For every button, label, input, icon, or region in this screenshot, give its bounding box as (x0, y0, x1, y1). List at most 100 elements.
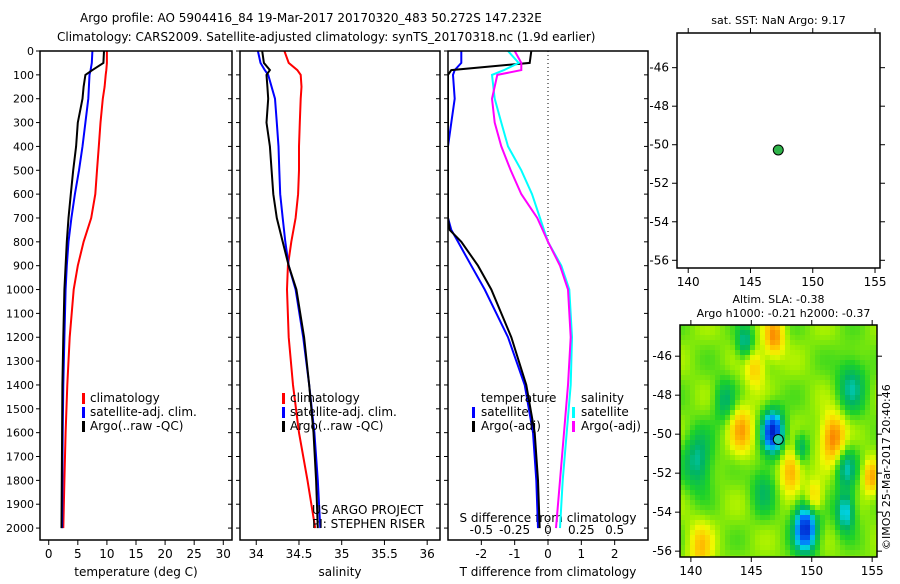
heatmap-cell (820, 365, 825, 370)
heatmap-cell (775, 365, 780, 370)
heatmap-cell (840, 485, 845, 490)
heatmap-cell (765, 495, 770, 500)
heatmap-cell (790, 400, 795, 405)
heatmap-cell (805, 410, 810, 415)
heatmap-cell (770, 515, 775, 520)
heatmap-cell (700, 350, 705, 355)
heatmap-cell (745, 475, 750, 480)
heatmap-cell (850, 520, 855, 525)
depth-tick-label: 1200 (6, 331, 34, 344)
heatmap-cell (685, 350, 690, 355)
heatmap-cell (785, 450, 790, 455)
heatmap-cell (720, 415, 725, 420)
heatmap-cell (745, 555, 750, 557)
heatmap-cell (855, 390, 860, 395)
heatmap-cell (755, 400, 760, 405)
heatmap-cell (815, 350, 820, 355)
heatmap-cell (860, 435, 865, 440)
heatmap-cell (790, 510, 795, 515)
heatmap-cell (775, 465, 780, 470)
heatmap-cell (760, 495, 765, 500)
heatmap-cell (720, 440, 725, 445)
heatmap-cell (815, 335, 820, 340)
heatmap-cell (755, 510, 760, 515)
heatmap-cell (860, 410, 865, 415)
heatmap-cell (755, 505, 760, 510)
heatmap-cell (860, 345, 865, 350)
heatmap-cell (685, 385, 690, 390)
heatmap-cell (810, 470, 815, 475)
heatmap-cell (795, 460, 800, 465)
heatmap-cell (845, 520, 850, 525)
heatmap-cell (785, 485, 790, 490)
heatmap-cell (740, 360, 745, 365)
heatmap-cell (775, 390, 780, 395)
depth-tick-label: 1000 (6, 284, 34, 297)
heatmap-cell (705, 445, 710, 450)
heatmap-cell (745, 375, 750, 380)
heatmap-cell (735, 330, 740, 335)
heatmap-cell (785, 445, 790, 450)
heatmap-cell (770, 355, 775, 360)
heatmap-cell (870, 555, 875, 557)
heatmap-cell (710, 460, 715, 465)
heatmap-cell (875, 395, 877, 400)
heatmap-cell (860, 375, 865, 380)
heatmap-cell (710, 420, 715, 425)
heatmap-cell (845, 550, 850, 555)
heatmap-cell (715, 410, 720, 415)
heatmap-cell (730, 335, 735, 340)
heatmap-cell (815, 555, 820, 557)
heatmap-cell (855, 330, 860, 335)
heatmap-cell (760, 340, 765, 345)
heatmap-cell (735, 505, 740, 510)
heatmap-cell (690, 375, 695, 380)
heatmap-cell (800, 455, 805, 460)
heatmap-cell (835, 545, 840, 550)
heatmap-cell (745, 385, 750, 390)
heatmap-cell (810, 525, 815, 530)
legend-swatch (282, 407, 285, 418)
heatmap-cell (695, 410, 700, 415)
heatmap-cell (750, 515, 755, 520)
heatmap-cell (765, 350, 770, 355)
legend-swatch (82, 421, 85, 432)
heatmap-cell (695, 540, 700, 545)
heatmap-cell (850, 420, 855, 425)
heatmap-cell (785, 505, 790, 510)
argo-location-marker (772, 144, 784, 156)
heatmap-cell (680, 345, 685, 350)
heatmap-cell (855, 555, 860, 557)
heatmap-cell (860, 450, 865, 455)
heatmap-cell (750, 395, 755, 400)
heatmap-cell (865, 325, 870, 330)
heatmap-cell (755, 535, 760, 540)
heatmap-cell (710, 330, 715, 335)
heatmap-cell (695, 395, 700, 400)
title-line-1: Argo profile: AO 5904416_84 19-Mar-2017 … (80, 11, 542, 25)
heatmap-cell (870, 350, 875, 355)
heatmap-cell (815, 455, 820, 460)
heatmap-cell (730, 465, 735, 470)
heatmap-cell (825, 540, 830, 545)
heatmap-cell (845, 490, 850, 495)
heatmap-cell (855, 415, 860, 420)
heatmap-cell (835, 355, 840, 360)
heatmap-cell (745, 330, 750, 335)
heatmap-cell (695, 385, 700, 390)
heatmap-cell (720, 520, 725, 525)
heatmap-cell (825, 400, 830, 405)
heatmap-cell (805, 445, 810, 450)
heatmap-cell (760, 355, 765, 360)
heatmap-cell (765, 500, 770, 505)
heatmap-cell (715, 475, 720, 480)
heatmap-cell (755, 530, 760, 535)
heatmap-cell (755, 525, 760, 530)
heatmap-cell (725, 540, 730, 545)
heatmap-cell (795, 495, 800, 500)
heatmap-cell (770, 395, 775, 400)
heatmap-cell (700, 410, 705, 415)
heatmap-cell (765, 400, 770, 405)
heatmap-cell (705, 470, 710, 475)
heatmap-cell (685, 415, 690, 420)
